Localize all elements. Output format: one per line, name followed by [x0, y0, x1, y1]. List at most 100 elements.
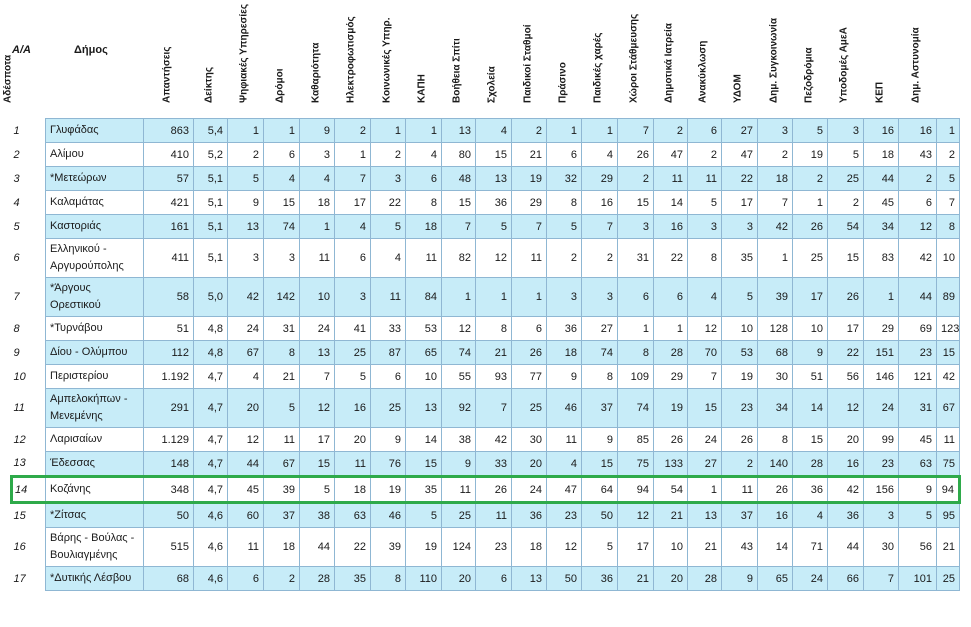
value-cell: 6 — [617, 277, 654, 317]
value-cell: 4,6 — [193, 502, 228, 528]
value-cell: 28 — [299, 566, 335, 591]
value-cell: 17 — [792, 277, 828, 317]
value-cell: 109 — [617, 364, 654, 389]
table-row: 1 Γλυφάδας 863 5,4 1 1 9 2 1 1 13 4 2 1 1 7 2 6 27 3 5 3 16 16 1 — [11, 118, 960, 143]
value-cell: 3 — [721, 214, 758, 239]
value-cell: 12 — [687, 316, 722, 341]
value-cell: 1 — [653, 316, 688, 341]
value-cell: 4 — [475, 118, 512, 143]
value-cell: 67 — [263, 451, 300, 477]
value-cell: 67 — [227, 340, 264, 365]
rank-cell: 5 — [11, 214, 46, 239]
value-cell: 56 — [827, 364, 864, 389]
value-cell: 19 — [405, 527, 442, 567]
value-cell: 1 — [263, 118, 300, 143]
value-cell: 42 — [936, 364, 960, 389]
value-cell: 3 — [334, 277, 371, 317]
value-cell: 7 — [334, 166, 371, 191]
value-cell: 33 — [475, 451, 512, 477]
value-cell: 15 — [475, 142, 512, 167]
value-cell: 93 — [475, 364, 512, 389]
value-cell: 3 — [863, 502, 899, 528]
column-header: Απαντήσεις — [159, 2, 175, 114]
column-header-label: Δημ. Αστυνομία — [910, 27, 922, 103]
value-cell: 2 — [757, 142, 793, 167]
value-cell: 47 — [653, 142, 688, 167]
value-cell: 6 — [334, 238, 371, 278]
value-cell: 35 — [721, 238, 758, 278]
value-cell: 9 — [898, 475, 937, 504]
municipality-cell: Λαρισαίων — [45, 427, 144, 452]
value-cell: 38 — [441, 427, 476, 452]
value-cell: 291 — [143, 388, 194, 428]
value-cell: 31 — [617, 238, 654, 278]
value-cell: 2 — [936, 142, 960, 167]
column-header-label: Υποδομές ΑμεΑ — [838, 27, 850, 103]
value-cell: 25 — [511, 388, 547, 428]
value-cell: 65 — [757, 566, 793, 591]
municipality-cell: Ελληνικού - Αργυρούπολης — [45, 238, 144, 278]
value-cell: 77 — [511, 364, 547, 389]
value-cell: 8 — [546, 190, 582, 215]
value-cell: 8 — [757, 427, 793, 452]
value-cell: 25 — [370, 388, 406, 428]
column-header: Καθαριότητα — [308, 2, 324, 114]
table-row: 15 *Ζίτσας 50 4,6 60 37 38 63 46 5 25 11 36 23 50 12 21 1… — [11, 502, 960, 528]
value-cell: 17 — [334, 190, 371, 215]
value-cell: 5 — [405, 502, 442, 528]
column-header-label: Αδέσποτα — [2, 54, 14, 103]
value-cell: 16 — [827, 451, 864, 477]
value-cell: 11 — [299, 238, 335, 278]
column-header: Δρόμοι — [272, 2, 288, 114]
value-cell: 55 — [441, 364, 476, 389]
value-cell: 71 — [792, 527, 828, 567]
header-municipality: Δήμος — [74, 44, 108, 56]
value-cell: 5 — [827, 142, 864, 167]
value-cell: 10 — [653, 527, 688, 567]
value-cell: 15 — [405, 451, 442, 477]
column-header-label: Δημοτικά Ιατρεία — [663, 23, 675, 103]
value-cell: 1.129 — [143, 427, 194, 452]
value-cell: 24 — [511, 475, 547, 504]
value-cell: 24 — [863, 388, 899, 428]
value-cell: 9 — [227, 190, 264, 215]
value-cell: 36 — [827, 502, 864, 528]
value-cell: 50 — [581, 502, 618, 528]
value-cell: 22 — [653, 238, 688, 278]
value-cell: 28 — [687, 566, 722, 591]
column-header-label: ΚΕΠ — [874, 81, 885, 103]
value-cell: 56 — [898, 527, 937, 567]
value-cell: 11 — [936, 427, 960, 452]
value-cell: 12 — [546, 527, 582, 567]
value-cell: 74 — [263, 214, 300, 239]
value-cell: 11 — [263, 427, 300, 452]
value-cell: 8 — [617, 340, 654, 365]
column-header: Βοήθεια Σπίτι — [449, 2, 465, 114]
rank-cell: 10 — [11, 364, 46, 389]
value-cell: 1 — [581, 118, 618, 143]
value-cell: 146 — [863, 364, 899, 389]
value-cell: 36 — [475, 190, 512, 215]
column-header-label: Χώροι Στάθμευσης — [628, 13, 640, 103]
value-cell: 75 — [617, 451, 654, 477]
value-cell: 2 — [721, 451, 758, 477]
rank-cell: 15 — [11, 502, 46, 528]
value-cell: 101 — [898, 566, 937, 591]
value-cell: 19 — [370, 475, 406, 504]
value-cell: 10 — [792, 316, 828, 341]
column-header: Χώροι Στάθμευσης — [626, 2, 642, 114]
column-header: Δημοτικά Ιατρεία — [661, 2, 677, 114]
value-cell: 9 — [581, 427, 618, 452]
value-cell: 46 — [546, 388, 582, 428]
value-cell: 5 — [792, 118, 828, 143]
value-cell: 24 — [687, 427, 722, 452]
value-cell: 26 — [653, 427, 688, 452]
value-cell: 4 — [334, 214, 371, 239]
column-header: Ανακύκλωση — [695, 2, 711, 114]
value-cell: 17 — [827, 316, 864, 341]
value-cell: 6 — [687, 118, 722, 143]
value-cell: 6 — [546, 142, 582, 167]
value-cell: 44 — [227, 451, 264, 477]
column-header-label: Ανακύκλωση — [697, 40, 709, 103]
